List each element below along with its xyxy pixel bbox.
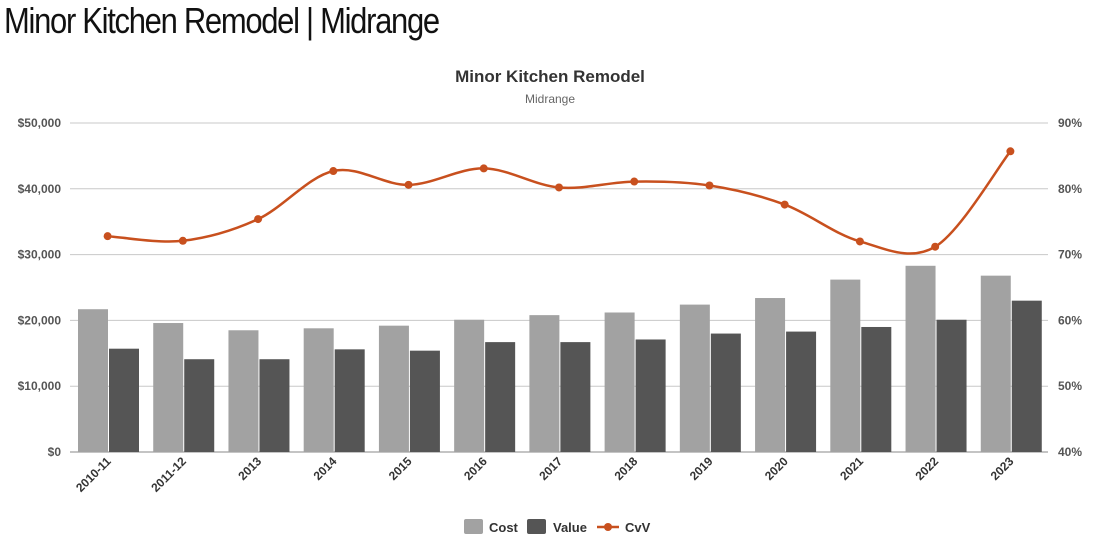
cvv-point — [630, 177, 639, 186]
chart-subtitle: Midrange — [525, 92, 575, 106]
bar-value — [334, 349, 365, 452]
legend: Cost Value CvV — [464, 519, 651, 535]
right-axis-tick-label: 40% — [1058, 445, 1082, 459]
x-axis-tick-label: 2020 — [762, 454, 791, 483]
bar-value — [1011, 300, 1042, 452]
bar-cost — [830, 279, 861, 452]
bar-cost — [980, 275, 1011, 452]
x-axis-ticks: 2010-11 2011-12 2013 2014 2015 2016 2017 2018 20… — [73, 454, 1017, 495]
cvv-point — [178, 236, 187, 245]
cvv-point — [555, 183, 563, 192]
cvv-point — [103, 232, 112, 241]
left-axis-tick-label: $20,000 — [18, 313, 62, 327]
bar-value — [109, 348, 139, 452]
cvv-line-series — [103, 147, 1015, 255]
left-axis-tick-label: $40,000 — [18, 182, 62, 196]
bar-value — [710, 333, 741, 452]
bar-cost — [78, 309, 108, 452]
cvv-point — [404, 180, 413, 189]
bar-value — [409, 350, 440, 452]
bar-value — [259, 359, 290, 452]
right-axis-tick-label: 60% — [1058, 313, 1082, 327]
legend-swatch-cost — [464, 519, 483, 534]
cvv-point — [1006, 147, 1015, 156]
x-axis-tick-label: 2010-11 — [73, 454, 114, 495]
bar-cost — [378, 325, 409, 452]
bar-value — [635, 339, 666, 452]
cvv-point — [329, 167, 338, 176]
legend-label-cost: Cost — [489, 520, 519, 535]
cvv-point — [705, 181, 714, 190]
bar-cost — [905, 265, 936, 452]
bar-value — [184, 359, 215, 452]
x-axis-tick-label: 2017 — [536, 454, 565, 483]
cvv-point — [780, 200, 789, 209]
bar-series — [78, 265, 1042, 452]
legend-marker-cvv — [604, 523, 612, 531]
right-axis-tick-label: 70% — [1058, 248, 1082, 262]
bar-cost — [604, 312, 635, 452]
bar-cost — [454, 319, 485, 452]
legend-label-cvv: CvV — [625, 520, 651, 535]
x-axis-tick-label: 2018 — [612, 454, 641, 483]
left-axis-tick-label: $0 — [48, 445, 62, 459]
right-axis-ticks: 40% 50% 60% 70% 80% 90% — [1058, 116, 1082, 459]
cvv-point — [931, 242, 940, 251]
x-axis-tick-label: 2011-12 — [148, 454, 189, 495]
x-axis-tick-label: 2013 — [235, 454, 264, 483]
x-axis-tick-label: 2016 — [461, 454, 490, 483]
right-axis-tick-label: 50% — [1058, 379, 1082, 393]
bar-cost — [679, 304, 710, 452]
left-axis-tick-label: $50,000 — [18, 116, 62, 130]
chart-title: Minor Kitchen Remodel — [455, 67, 645, 86]
x-axis-tick-label: 2021 — [837, 454, 866, 483]
right-axis-tick-label: 90% — [1058, 116, 1082, 130]
legend-swatch-value — [527, 519, 546, 534]
bar-value — [936, 319, 967, 452]
x-axis-tick-label: 2019 — [687, 454, 716, 483]
bar-value — [485, 342, 516, 452]
bar-value — [560, 342, 591, 452]
left-axis-tick-label: $10,000 — [18, 379, 62, 393]
bar-cost — [755, 298, 786, 452]
page-heading: Minor Kitchen Remodel | Midrange — [4, 0, 440, 41]
bar-value — [786, 331, 817, 452]
left-axis-ticks: $0 $10,000 $20,000 $30,000 $40,000 $50,000 — [18, 116, 62, 459]
bar-cost — [153, 323, 184, 452]
x-axis-tick-label: 2015 — [386, 454, 415, 483]
x-axis-tick-label: 2022 — [912, 454, 941, 483]
left-axis-tick-label: $30,000 — [18, 248, 62, 262]
bar-cost — [228, 330, 259, 452]
x-axis-tick-label: 2014 — [311, 454, 340, 483]
cvv-point — [254, 215, 263, 224]
legend-label-value: Value — [553, 520, 587, 535]
right-axis-tick-label: 80% — [1058, 182, 1082, 196]
bar-cost — [529, 315, 560, 452]
x-axis-tick-label: 2023 — [988, 454, 1017, 483]
cvv-point — [855, 237, 864, 246]
cvv-line — [107, 150, 1012, 255]
cvv-point — [479, 164, 488, 173]
bar-cost — [303, 328, 334, 452]
bar-value — [861, 326, 892, 452]
